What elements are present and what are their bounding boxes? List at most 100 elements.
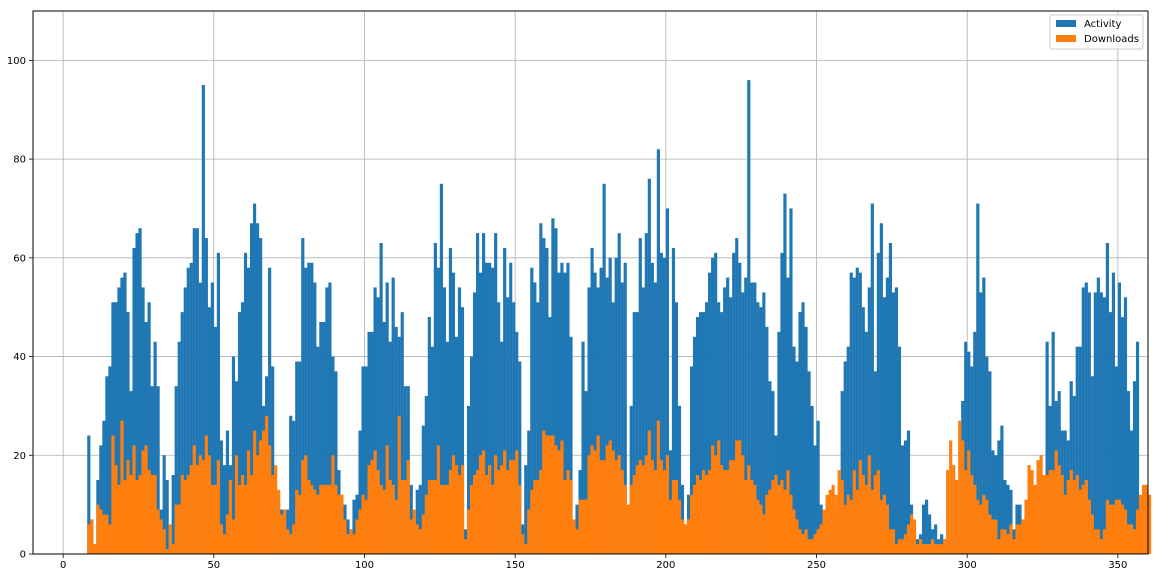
activity-bar — [183, 287, 187, 554]
downloads-bar — [361, 494, 365, 554]
x-axis: 0 50 100 150 200 250 300 350 — [60, 554, 1127, 571]
downloads-bar — [485, 475, 489, 554]
activity-bar — [1102, 297, 1106, 554]
downloads-bar — [102, 514, 106, 554]
activity-bar — [475, 233, 480, 555]
downloads-bar — [828, 489, 832, 554]
activity-bar — [126, 312, 130, 554]
downloads-bar — [638, 460, 642, 554]
activity-bar — [765, 326, 769, 554]
downloads-bar — [858, 460, 862, 554]
downloads-bar — [551, 435, 555, 554]
downloads-bar — [994, 519, 998, 554]
downloads-bar — [274, 465, 278, 554]
downloads-bar — [909, 514, 914, 554]
downloads-bar — [608, 440, 612, 554]
activity-bar — [1114, 366, 1119, 554]
activity-bar — [759, 307, 763, 554]
activity-bar — [460, 307, 465, 554]
downloads-bar — [744, 479, 748, 554]
legend-swatch-activity — [1056, 20, 1076, 27]
downloads-bar — [527, 509, 531, 554]
downloads-bar — [955, 479, 959, 554]
activity-bar — [1120, 317, 1125, 554]
downloads-bar — [973, 484, 977, 554]
activity-bar — [331, 356, 335, 554]
downloads-bar — [879, 499, 883, 554]
downloads-bar — [355, 519, 359, 554]
downloads-bar — [566, 470, 570, 554]
activity-bar — [979, 292, 983, 554]
activity-bar — [638, 238, 642, 554]
downloads-bar — [87, 524, 91, 554]
activity-bar — [1090, 376, 1094, 554]
activity-bar — [515, 331, 519, 554]
activity-bar — [587, 287, 591, 554]
activity-bar — [1096, 277, 1100, 554]
activity-bar — [650, 262, 654, 554]
activity-bar — [485, 262, 489, 554]
downloads-bar — [307, 479, 311, 554]
legend-label-downloads: Downloads — [1084, 34, 1139, 45]
activity-bar — [671, 247, 676, 555]
activity-bar — [147, 302, 151, 554]
activity-bar — [900, 445, 905, 554]
downloads-bar — [1105, 499, 1109, 554]
activity-bar — [237, 312, 242, 554]
downloads-bar — [1045, 475, 1049, 554]
downloads-bar — [813, 534, 817, 554]
activity-bar — [135, 233, 139, 555]
downloads-bar — [364, 499, 368, 554]
downloads-bar — [662, 470, 666, 554]
downloads-bar — [1060, 475, 1064, 554]
activity-bar — [494, 233, 498, 555]
downloads-bar — [409, 519, 413, 554]
activity-bar — [1105, 243, 1109, 554]
downloads-bar — [427, 479, 431, 554]
activity-bar — [144, 321, 148, 554]
downloads-bar — [129, 475, 133, 554]
activity-bar — [153, 341, 157, 554]
downloads-bar — [825, 494, 829, 554]
downloads-bar — [961, 440, 965, 554]
activity-bar — [985, 356, 989, 554]
activity-bar — [497, 302, 501, 554]
downloads-bar — [747, 465, 751, 554]
downloads-bar — [702, 470, 706, 554]
activity-bar — [451, 272, 456, 554]
downloads-bar — [686, 519, 691, 554]
downloads-bar — [985, 499, 989, 554]
downloads-bar — [494, 455, 498, 554]
activity-bar — [466, 405, 471, 554]
activity-bar — [629, 405, 633, 554]
downloads-bar — [1048, 470, 1052, 554]
downloads-bar — [671, 479, 676, 554]
activity-bar — [988, 371, 992, 554]
downloads-bar — [958, 420, 962, 554]
activity-bar — [400, 312, 404, 554]
activity-bar — [632, 312, 636, 554]
activity-bar — [921, 504, 926, 554]
downloads-bar — [165, 549, 169, 554]
downloads-bar — [810, 539, 814, 554]
downloads-bar — [1054, 450, 1058, 554]
activity-bar — [753, 282, 757, 554]
downloads-bar — [762, 514, 766, 554]
downloads-bar — [1063, 494, 1067, 554]
downloads-bar — [780, 479, 784, 554]
y-tick-label: 60 — [13, 253, 26, 264]
activity-bar — [795, 361, 799, 554]
activity-bar — [723, 287, 727, 554]
downloads-bar — [641, 465, 645, 554]
activity-bar — [876, 252, 880, 554]
downloads-bar — [1039, 455, 1043, 554]
downloads-bar — [831, 484, 835, 554]
downloads-bar — [156, 509, 160, 554]
downloads-bar — [575, 529, 579, 554]
activity-bar — [605, 277, 609, 554]
activity-bar — [231, 356, 236, 554]
activity-bar — [994, 455, 998, 554]
activity-bar — [268, 267, 272, 554]
activity-bar — [735, 238, 739, 554]
downloads-bar — [774, 475, 778, 554]
